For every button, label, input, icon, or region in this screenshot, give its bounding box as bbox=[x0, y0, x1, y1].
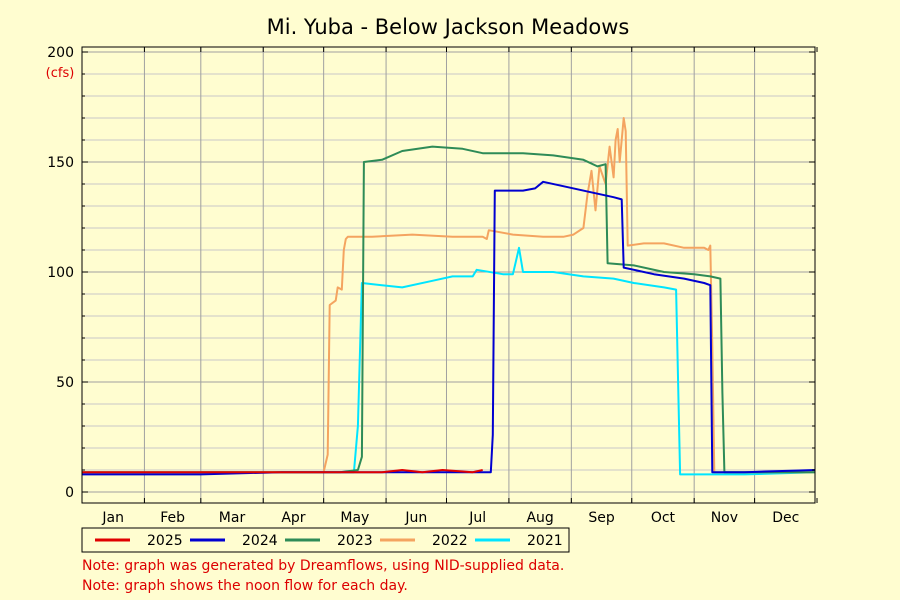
chart-title: Mi. Yuba - Below Jackson Meadows bbox=[267, 15, 630, 39]
legend-label-2023: 2023 bbox=[337, 533, 373, 549]
x-tick-label: Mar bbox=[219, 510, 246, 526]
legend-label-2022: 2022 bbox=[432, 533, 468, 549]
notes: Note: graph was generated by Dreamflows,… bbox=[82, 556, 564, 596]
x-tick-label: Oct bbox=[651, 510, 676, 526]
x-tick-label: May bbox=[340, 510, 369, 526]
note-noon-flow: Note: graph shows the noon flow for each… bbox=[82, 578, 408, 594]
legend: 2025 2024 2023 2022 2021 bbox=[81, 527, 570, 553]
grid-lines bbox=[82, 47, 815, 503]
note-source: Note: graph was generated by Dreamflows,… bbox=[82, 558, 565, 574]
y-tick-label: 50 bbox=[56, 375, 74, 391]
y-axis-unit-label: (cfs) bbox=[46, 66, 75, 81]
y-tick-label: 100 bbox=[47, 265, 74, 281]
x-tick-label: Jan bbox=[101, 510, 124, 526]
y-tick-label: 0 bbox=[65, 485, 74, 501]
series-lines bbox=[82, 117, 816, 476]
x-tick-label: Aug bbox=[526, 510, 553, 526]
series-line-2023 bbox=[82, 145, 815, 474]
legend-label-2021: 2021 bbox=[527, 533, 563, 549]
series-line-2021 bbox=[281, 246, 816, 476]
x-tick-label: Jul bbox=[468, 510, 486, 526]
x-tick-label: Jun bbox=[404, 510, 427, 526]
y-tick-label: 150 bbox=[47, 155, 74, 171]
series-line-2025 bbox=[82, 469, 483, 474]
x-tick-label: Feb bbox=[160, 510, 185, 526]
legend-label-2025: 2025 bbox=[147, 533, 183, 549]
series-line-2022 bbox=[200, 117, 815, 474]
legend-label-2024: 2024 bbox=[242, 533, 278, 549]
x-tick-label: Sep bbox=[588, 510, 615, 526]
x-tick-label: Nov bbox=[711, 510, 738, 526]
plot-frame bbox=[81, 46, 816, 504]
y-tick-label: 200 bbox=[47, 45, 74, 61]
x-tick-label: Apr bbox=[281, 510, 305, 526]
axes: 0 50 100 150 200 Jan Feb Mar Apr May Jun Jul Aug Sep O… bbox=[47, 45, 818, 526]
series-line-2024 bbox=[82, 180, 816, 476]
x-tick-label: Dec bbox=[772, 510, 799, 526]
